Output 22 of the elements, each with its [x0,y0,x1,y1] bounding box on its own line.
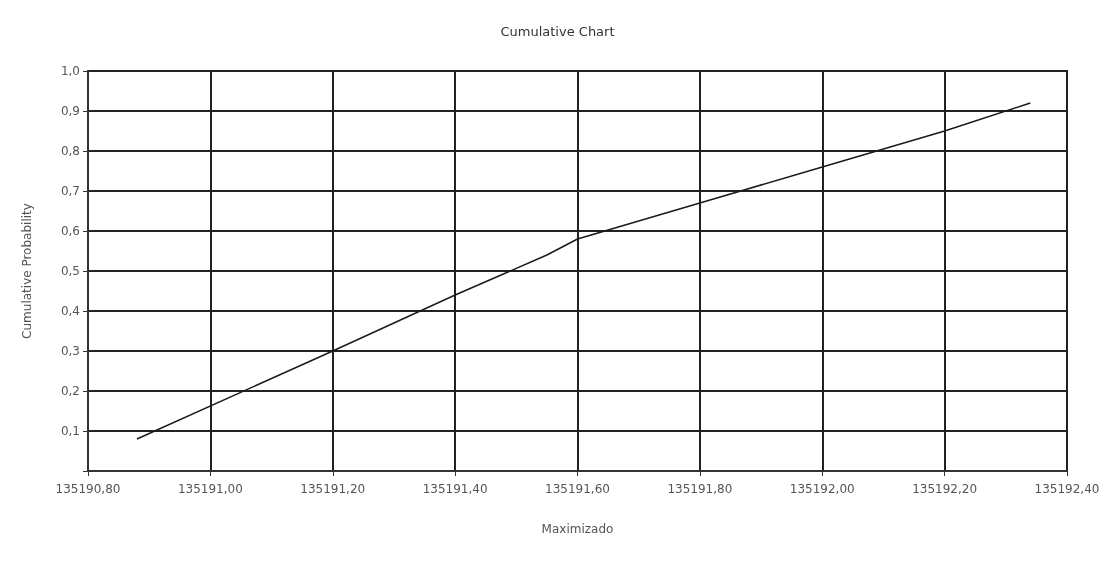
x-tick-label: 135192,20 [912,482,978,496]
x-axis-title: Maximizado [541,522,614,536]
chart-title: Cumulative Chart [500,24,615,39]
y-tick-label: 0,3 [60,344,80,358]
x-tick-label: 135191,80 [667,482,733,496]
x-tick-label: 135191,40 [422,482,488,496]
y-tick-label: 0,5 [60,264,80,278]
y-tick-label: 0,9 [60,104,80,118]
y-tick-label: 0,4 [60,304,80,318]
y-tick-label: 0,7 [60,184,80,198]
y-tick-label: 0,1 [60,424,80,438]
x-tick-label: 135192,40 [1034,482,1100,496]
y-tick-label: 0,2 [60,384,80,398]
x-tick-label: 135190,80 [55,482,121,496]
y-axis-title: Cumulative Probability [20,203,34,339]
x-tick-label: 135191,20 [300,482,366,496]
x-tick-label: 135191,00 [177,482,243,496]
x-tick-label: 135191,60 [545,482,610,496]
y-tick-label: 0,8 [60,144,80,158]
y-tick-label: 0,6 [60,224,80,238]
x-tick-label: 135192,00 [789,482,855,496]
y-tick-label: 1,0 [60,64,80,78]
